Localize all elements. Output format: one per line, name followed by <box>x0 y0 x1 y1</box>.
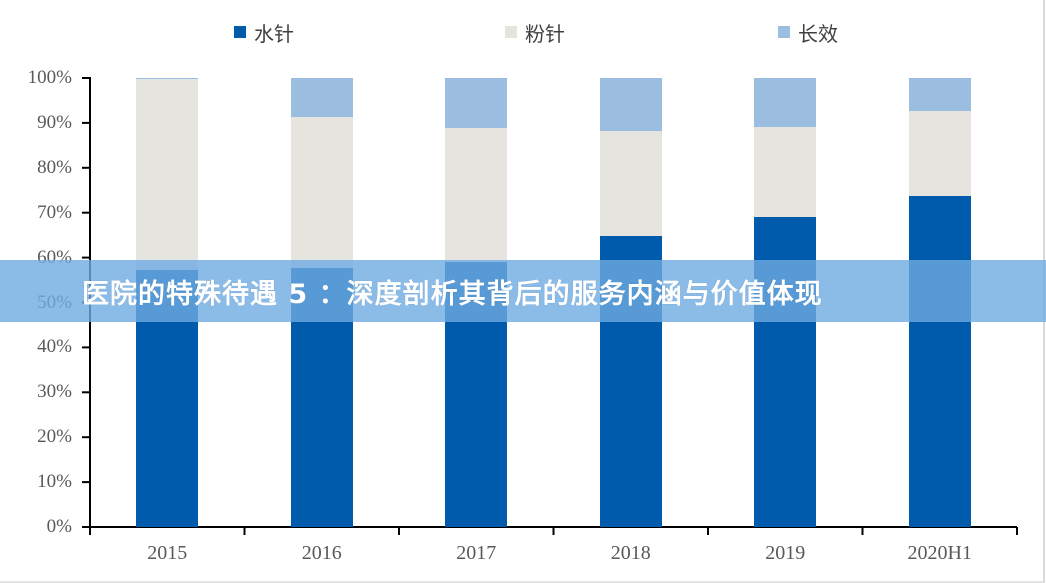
x-tick-label: 2020H1 <box>907 542 972 564</box>
bar-segment <box>290 117 353 268</box>
bar-segment <box>599 130 662 236</box>
legend-swatch-icon <box>234 26 246 38</box>
bar-segment <box>136 78 199 271</box>
legend-label: 水针 <box>254 21 294 46</box>
bar-segment <box>136 78 199 79</box>
y-tick-label: 100% <box>27 67 72 88</box>
y-tick-label: 80% <box>37 156 72 178</box>
x-tick-label: 2016 <box>301 542 342 564</box>
x-tick-label: 2017 <box>456 542 497 564</box>
bar-segment <box>908 78 971 112</box>
legend-item-powder-injection: 粉针 <box>505 18 565 46</box>
bar-segment <box>908 196 971 527</box>
bar-segment <box>445 78 508 128</box>
bar-segment <box>754 78 817 128</box>
legend-item-long-acting: 长效 <box>778 18 838 46</box>
legend-label: 粉针 <box>525 21 565 46</box>
y-tick-label: 30% <box>37 381 72 403</box>
bar-segment <box>908 111 971 197</box>
y-tick-label: 90% <box>37 111 72 133</box>
banner-title: 医院的特殊待遇 5 ：深度剖析其背后的服务内涵与价值体现 <box>82 278 823 310</box>
x-tick-label: 2019 <box>765 542 806 564</box>
y-tick-label: 10% <box>37 471 72 493</box>
y-tick-label: 40% <box>37 336 72 358</box>
legend-swatch-icon <box>505 26 517 38</box>
legend-label: 长效 <box>798 21 838 46</box>
legend-item-water-injection: 水针 <box>234 18 294 46</box>
y-tick-label: 0% <box>46 516 72 537</box>
x-tick-label: 2018 <box>610 542 651 564</box>
legend-swatch-icon <box>778 26 790 38</box>
x-tick-label: 2015 <box>147 542 188 564</box>
bar-segment <box>290 78 353 118</box>
bar-segment <box>445 127 508 263</box>
bar-segment <box>754 127 817 218</box>
y-tick-label: 20% <box>37 426 72 448</box>
title-banner: 医院的特殊待遇 5 ：深度剖析其背后的服务内涵与价值体现 <box>0 260 1046 322</box>
y-tick-label: 70% <box>37 201 72 223</box>
bar-segment <box>599 78 662 131</box>
